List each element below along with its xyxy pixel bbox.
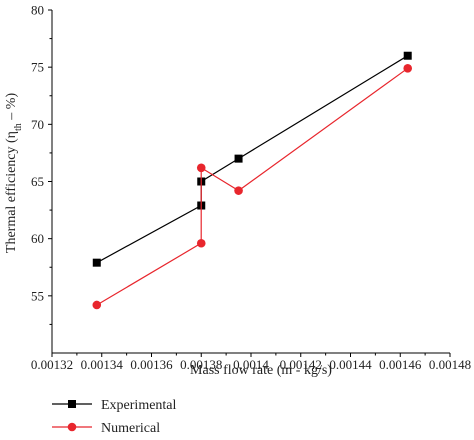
x-tick-label: 0.0014 bbox=[233, 357, 269, 372]
x-tick-label: 0.00144 bbox=[329, 357, 372, 372]
x-tick-label: 0.00138 bbox=[180, 357, 222, 372]
data-point-experimental bbox=[403, 51, 412, 60]
x-axis-label: Mass flow rate (m - kg/s) bbox=[190, 363, 332, 378]
data-point-experimental bbox=[92, 258, 101, 267]
y-tick-label: 75 bbox=[31, 60, 44, 75]
series-line-experimental bbox=[96, 55, 409, 264]
y-tick-label: 55 bbox=[31, 288, 44, 303]
data-point-numerical bbox=[196, 163, 206, 173]
y-tick-label: 80 bbox=[31, 3, 44, 18]
series-experimental bbox=[92, 51, 412, 267]
y-axis-label-sub: th bbox=[13, 123, 24, 131]
y-tick-label: 60 bbox=[31, 231, 44, 246]
legend-marker-experimental bbox=[68, 400, 76, 408]
data-point-numerical bbox=[403, 64, 413, 73]
x-tick-label: 0.00132 bbox=[31, 357, 73, 372]
y-axis-label-main: Thermal efficiency (η bbox=[4, 131, 19, 253]
legend-marker-numerical bbox=[67, 422, 77, 432]
y-ticks: 55 60 65 70 75 80 bbox=[31, 3, 52, 325]
series-line-numerical bbox=[96, 67, 409, 306]
y-axis-label: Thermal efficiency (ηth – %) bbox=[4, 93, 24, 254]
y-axis-label-tail: – %) bbox=[4, 93, 19, 124]
series-numerical bbox=[92, 64, 413, 310]
data-point-experimental bbox=[234, 154, 243, 163]
y-tick-label: 70 bbox=[31, 117, 44, 132]
legend-label-experimental: Experimental bbox=[101, 398, 177, 413]
legend-item-experimental: Experimental bbox=[52, 398, 177, 413]
data-point-numerical bbox=[92, 300, 102, 310]
x-tick-label: 0.00146 bbox=[379, 357, 422, 372]
legend-label-numerical: Numerical bbox=[101, 421, 160, 436]
x-tick-label: 0.00136 bbox=[130, 357, 173, 372]
x-ticks: 0.00132 0.00134 0.00136 0.00138 0.0014 0.0014… bbox=[31, 353, 471, 372]
series-layer bbox=[92, 51, 413, 310]
x-tick-label: 0.00148 bbox=[429, 357, 471, 372]
x-tick-label: 0.00134 bbox=[81, 357, 124, 372]
legend-item-numerical: Numerical bbox=[52, 421, 160, 436]
y-tick-label: 65 bbox=[31, 174, 44, 189]
legend: Experimental Numerical bbox=[52, 398, 177, 436]
x-tick-label: 0.00142 bbox=[280, 357, 322, 372]
data-point-numerical bbox=[196, 238, 206, 248]
data-point-numerical bbox=[234, 186, 243, 195]
